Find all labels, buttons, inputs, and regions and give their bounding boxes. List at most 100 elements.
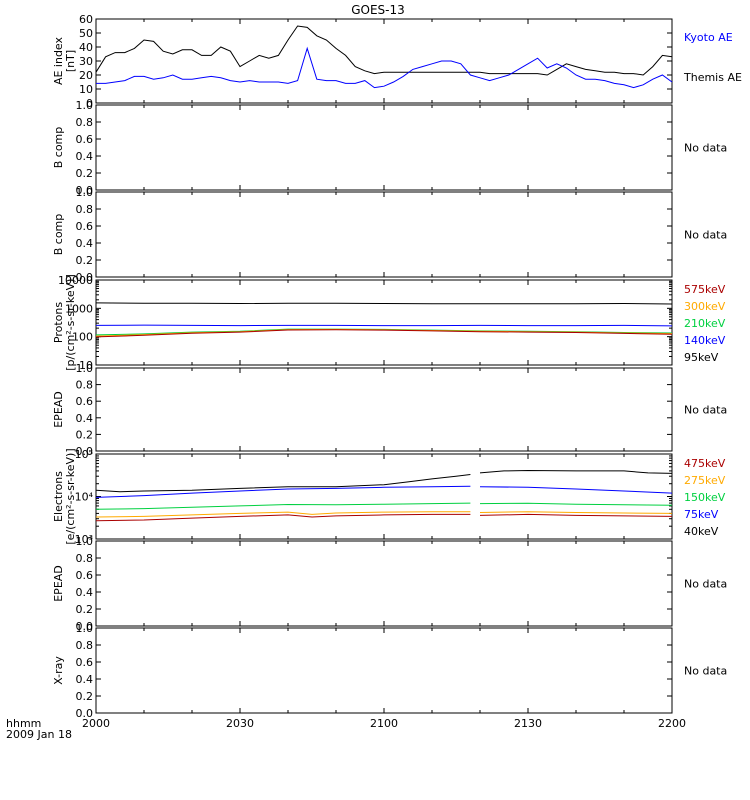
no-data-label: No data (684, 404, 727, 417)
y-tick-label: 0.0 (76, 271, 94, 284)
y-tick-label: 0.8 (76, 379, 94, 392)
legend-entry-475kev: 475keV (684, 457, 726, 470)
series-line-40kev (479, 469, 673, 474)
y-tick-label: 1.0 (76, 622, 94, 635)
series-line-themis-ae (95, 25, 673, 76)
series-line-475kev (479, 513, 673, 517)
y-tick-label: 50 (79, 27, 93, 40)
panel-frame (95, 104, 673, 191)
y-axis-label: AE index (52, 36, 65, 85)
y-axis-label: Protons (52, 302, 65, 343)
y-tick-label: 10 (79, 83, 93, 96)
y-tick-label: 0.0 (76, 707, 94, 720)
y-tick-label: 0.2 (76, 167, 94, 180)
panel-frame (95, 540, 673, 627)
time-axis-label-format: hhmm (6, 717, 41, 730)
y-tick-label: 0.2 (76, 254, 94, 267)
panel-frame (95, 279, 673, 366)
y-axis-label: B comp (52, 214, 65, 256)
no-data-label: No data (684, 578, 727, 591)
y-axis-label: Electrons (52, 471, 65, 522)
y-axis-label: X-ray (52, 656, 65, 685)
panel-frame (95, 191, 673, 278)
legend-entry-themis-ae: Themis AE (683, 71, 742, 84)
legend-entry-575kev: 575keV (684, 283, 726, 296)
series-line-40kev (95, 474, 471, 493)
panel-4: 10 100 1000 10000 Protons [p/(cm²-s-sr-keV)] 5… (52, 274, 726, 372)
legend-entry-75kev: 75keV (684, 508, 719, 521)
y-tick-label: 60 (79, 13, 93, 26)
y-tick-label: 0.8 (76, 552, 94, 565)
series-line-475kev (95, 513, 471, 522)
series-line-150kev (479, 502, 673, 506)
legend-entry-95kev: 95keV (684, 351, 719, 364)
panel-3: 0.0 0.2 0.4 0.6 0.8 1.0 B comp No data (52, 186, 727, 284)
y-tick-label: 1.0 (76, 99, 94, 112)
legend-entry-300kev: 300keV (684, 300, 726, 313)
y-tick-label: 1.0 (76, 362, 94, 375)
y-tick-label: 0.6 (76, 220, 94, 233)
panel-frame (95, 18, 673, 104)
panel-frame (95, 627, 673, 714)
x-tick-label: 2130 (514, 717, 542, 730)
y-tick-label: 0.4 (76, 586, 94, 599)
y-tick-label: 10⁵ (75, 448, 93, 461)
y-tick-label: 0.0 (76, 620, 94, 633)
series-line-275kev (479, 511, 673, 514)
time-axis-label-date: 2009 Jan 18 (6, 728, 72, 741)
series-line-95kev (95, 302, 673, 305)
series-line-275kev (95, 511, 471, 518)
y-tick-label: 0.6 (76, 395, 94, 408)
y-axis-units: [nT] (64, 50, 77, 72)
y-axis-units: [e/(cm²-s-sr-keV)] (64, 448, 77, 544)
y-tick-label: 10000 (58, 274, 93, 287)
no-data-label: No data (684, 229, 727, 242)
series-line-75kev (479, 486, 673, 494)
series-line-575kev (95, 329, 673, 338)
legend-entry-kyoto-ae: Kyoto AE (684, 31, 733, 44)
y-tick-label: 10⁴ (75, 491, 94, 504)
y-tick-label: 1.0 (76, 535, 94, 548)
y-tick-label: 10³ (75, 533, 93, 546)
y-tick-label: 30 (79, 55, 93, 68)
x-tick-label: 2000 (82, 717, 110, 730)
y-tick-label: 0.8 (76, 203, 94, 216)
y-tick-label: 0.6 (76, 569, 94, 582)
no-data-label: No data (684, 142, 727, 155)
y-tick-label: 0.4 (76, 673, 94, 686)
legend-entry-275kev: 275keV (684, 474, 726, 487)
x-tick-label: 2030 (226, 717, 254, 730)
legend-entry-140kev: 140keV (684, 334, 726, 347)
series-line-150kev (95, 502, 471, 510)
y-tick-label: 0.4 (76, 237, 94, 250)
y-tick-label: 0.8 (76, 116, 94, 129)
legend-entry-210kev: 210keV (684, 317, 726, 330)
y-tick-label: 0.0 (76, 184, 94, 197)
time-axis: hhmm 2009 Jan 18 2000 2030 2100 2130 2200 (6, 717, 686, 741)
y-tick-label: 0.4 (76, 150, 94, 163)
series-line-75kev (95, 485, 471, 498)
y-tick-label: 0.6 (76, 133, 94, 146)
y-axis-label: B comp (52, 127, 65, 169)
y-tick-label: 0.0 (76, 445, 94, 458)
y-tick-label: 20 (79, 69, 93, 82)
y-tick-label: 100 (72, 331, 93, 344)
panel-frame (95, 453, 673, 540)
panel-7: 0.0 0.2 0.4 0.6 0.8 1.0 EPEAD No data (52, 535, 727, 633)
panel-6: 10³ 10⁴ 10⁵ Electrons [e/(cm²-s-sr-keV)] 475k… (52, 448, 726, 546)
y-tick-label: 0 (86, 97, 93, 110)
panel-5: 0.0 0.2 0.4 0.6 0.8 1.0 EPEAD No data (52, 362, 727, 458)
y-tick-label: 0.2 (76, 603, 94, 616)
y-tick-label: 1.0 (76, 186, 94, 199)
series-line-140kev (95, 324, 673, 327)
legend-entry-40kev: 40keV (684, 525, 719, 538)
y-tick-label: 0.4 (76, 412, 94, 425)
y-tick-label: 40 (79, 41, 93, 54)
x-tick-label: 2100 (370, 717, 398, 730)
panel-2: 0.0 0.2 0.4 0.6 0.8 1.0 B comp No data (52, 99, 727, 197)
y-axis-label: EPEAD (52, 565, 65, 602)
y-tick-label: 0.2 (76, 428, 94, 441)
